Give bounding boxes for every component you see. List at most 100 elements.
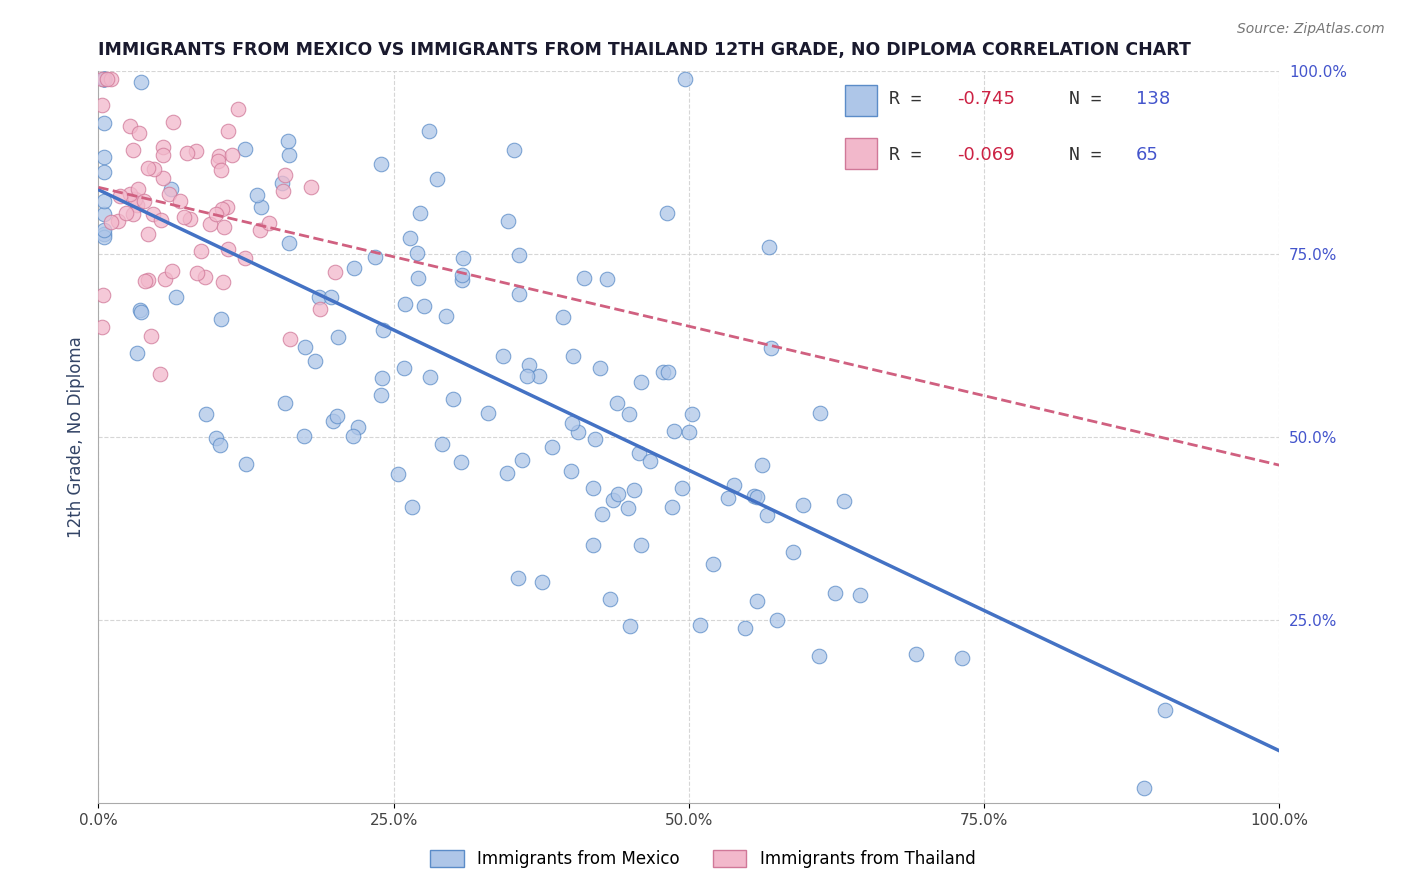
Point [399,231,422,245]
Point [139,329,162,343]
Point [159,187,181,202]
Point [294,340,316,354]
Point [553,310,575,324]
Point [370,387,392,401]
Point [661,500,683,514]
Point [134,274,156,288]
Point [152,140,174,154]
Point [630,375,652,389]
Point [326,409,349,424]
Bar [845,138,877,169]
Point [638,454,661,468]
Point [96,71,118,86]
Point [93,223,115,237]
Point [215,201,238,215]
Point [616,500,638,515]
Point [124,192,146,206]
Point [121,207,143,221]
Point [591,508,613,522]
Point [93,116,115,130]
Point [142,206,165,220]
Point [782,545,804,559]
Point [91,287,114,301]
Point [702,557,724,571]
Point [808,406,831,420]
Point [561,416,583,430]
Point [143,161,166,176]
Point [91,71,114,86]
Point [93,150,115,164]
Point [599,591,621,606]
Point [277,134,299,148]
Point [808,648,831,663]
Point [451,251,474,265]
Point [606,396,628,410]
Point [246,188,269,202]
Point [426,172,449,186]
Point [567,425,589,440]
Point [235,252,257,266]
Point [149,212,172,227]
Point [212,220,235,235]
Point [496,466,519,480]
Point [208,149,231,163]
Point [510,453,533,467]
Point [127,182,149,196]
Point [747,490,769,504]
Point [436,309,458,323]
Point [205,207,228,221]
Point [734,621,756,635]
Point [184,144,207,158]
Point [93,164,115,178]
Point [582,481,605,495]
Point [1133,781,1156,796]
Point [607,486,630,500]
Point [506,571,529,585]
Point [765,613,787,627]
Point [364,250,387,264]
Point [502,143,524,157]
Point [508,286,530,301]
Point [136,273,159,287]
Point [165,290,187,304]
Point [115,205,138,219]
Point [207,154,229,169]
Text: 138: 138 [1136,90,1170,108]
Point [832,493,855,508]
Point [110,189,132,203]
Point [160,181,183,195]
Point [492,349,515,363]
Point [655,206,678,220]
Point [127,198,149,212]
Point [169,194,191,209]
Point [371,371,394,385]
Point [477,406,499,420]
Point [93,227,115,241]
Point [451,268,474,282]
Point [190,244,212,259]
Point [824,586,846,600]
Point [129,75,152,89]
Point [678,425,700,440]
Point [681,408,703,422]
Point [211,275,233,289]
Point [149,368,172,382]
Point [152,171,174,186]
Point [628,446,651,460]
Point [125,346,148,360]
Point [274,169,297,183]
Point [93,207,115,221]
Text: R =: R = [889,90,932,108]
Point [419,369,441,384]
Point [747,594,769,608]
Point [152,148,174,162]
Point [671,481,693,495]
Point [401,500,423,514]
Text: -0.745: -0.745 [956,90,1015,108]
Point [418,124,440,138]
Point [602,493,624,508]
Point [717,491,740,505]
Point [595,272,617,286]
Point [270,176,292,190]
Point [321,290,343,304]
